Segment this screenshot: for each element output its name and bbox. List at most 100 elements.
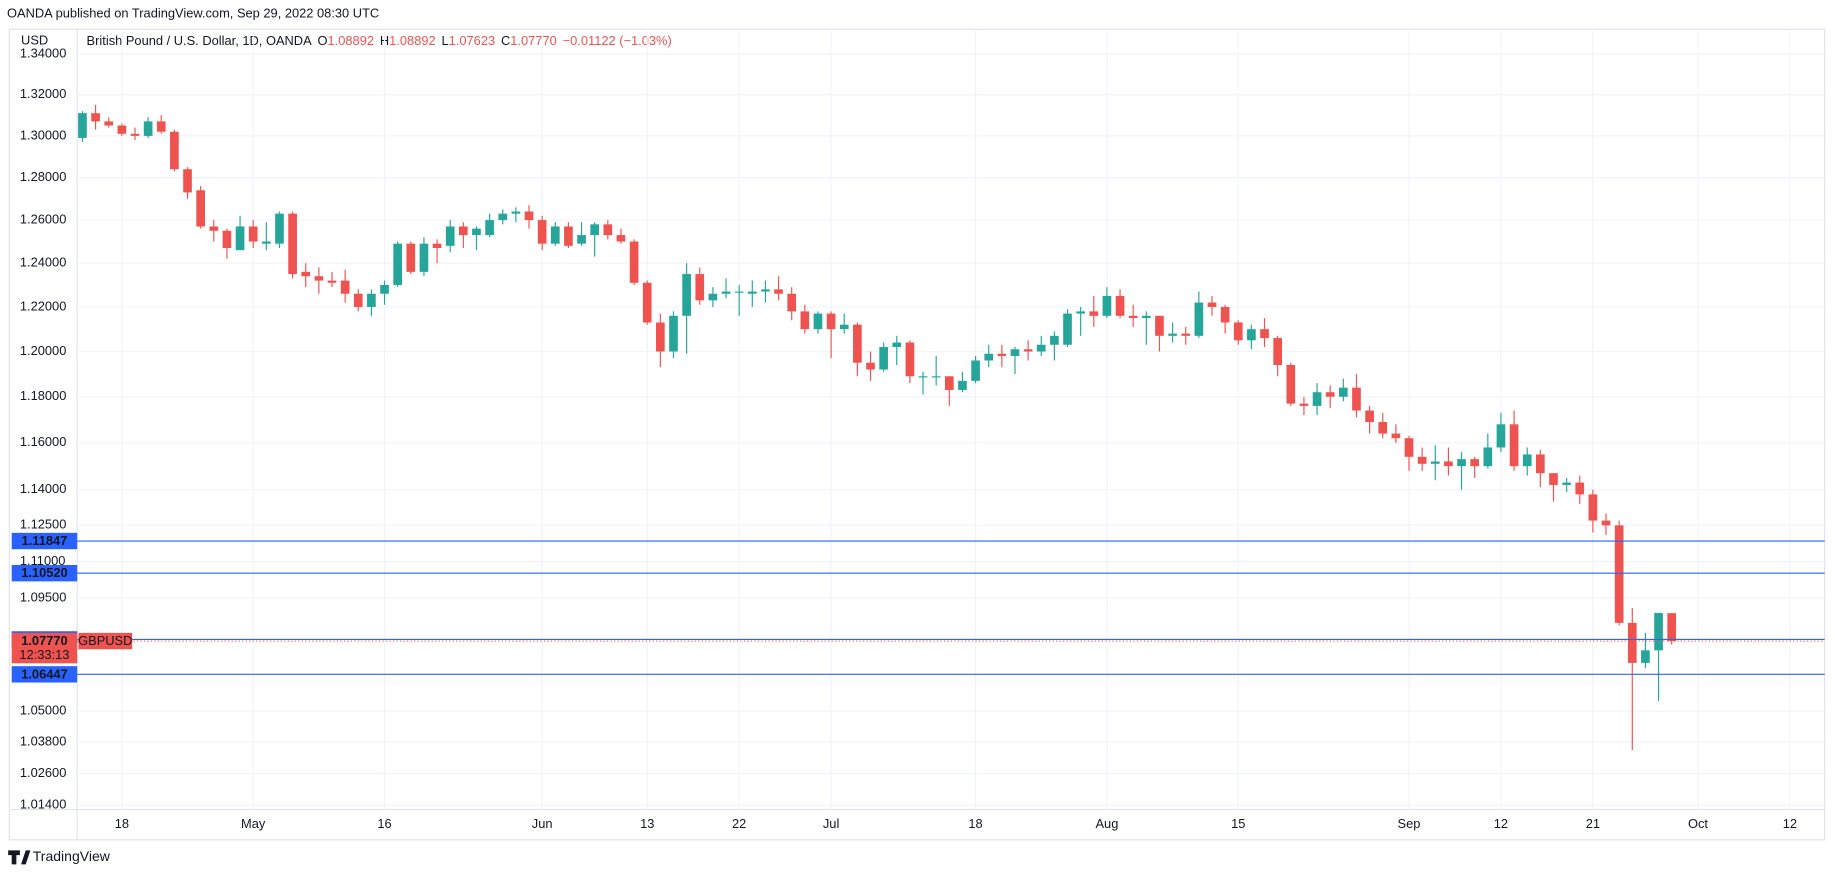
candle-body — [1207, 302, 1217, 307]
candle-body — [209, 226, 219, 231]
candle-body — [1220, 306, 1230, 323]
x-tick-label: 18 — [115, 816, 129, 831]
candle-body — [472, 228, 481, 236]
candle-body — [1233, 322, 1243, 341]
candle-body — [905, 342, 915, 377]
candle-body — [419, 243, 429, 272]
candle-body — [1404, 438, 1414, 457]
x-tick-label: 12 — [1783, 816, 1797, 831]
y-tick-label: 1.05000 — [20, 703, 66, 718]
candle-body — [695, 274, 705, 301]
candle-body — [1050, 335, 1059, 345]
x-tick-label: Sep — [1398, 816, 1421, 831]
x-tick-label: 21 — [1586, 816, 1600, 831]
candle-body — [1457, 459, 1466, 467]
candle-body — [1562, 482, 1571, 485]
candle-body — [314, 276, 324, 281]
candle-body — [682, 274, 691, 316]
x-tick-label: May — [241, 816, 266, 831]
y-tick-label: 1.28000 — [20, 169, 66, 184]
candle-body — [944, 376, 954, 390]
candle-body — [393, 243, 403, 285]
footer-brand: TradingView — [33, 848, 111, 864]
candles — [78, 104, 1677, 750]
candle-body — [1641, 650, 1650, 663]
y-tick-label: 1.32000 — [20, 86, 66, 101]
candle-body — [839, 324, 849, 330]
candle-body — [1339, 387, 1348, 397]
candle-body — [1654, 612, 1663, 651]
candle-body — [787, 293, 797, 312]
candle-body — [708, 293, 718, 301]
candle-body — [1601, 520, 1611, 526]
candle-body — [892, 342, 902, 348]
candle-body — [1128, 315, 1138, 319]
candle-body — [485, 220, 494, 236]
axis-unit: USD — [21, 32, 48, 47]
candle-body — [774, 289, 783, 294]
candle-body — [564, 226, 573, 246]
candle-body — [813, 313, 823, 330]
y-tick-label: 1.26000 — [20, 211, 66, 226]
candle-body — [1588, 494, 1598, 521]
candle-body — [1549, 473, 1558, 485]
price-label-box — [11, 532, 78, 550]
candle-body — [879, 347, 888, 370]
x-tick-label: 12 — [1494, 816, 1508, 831]
candle-body — [577, 235, 586, 244]
candle-body — [367, 293, 376, 307]
candle-body — [327, 280, 337, 283]
candle-body — [156, 121, 166, 132]
candle-body — [222, 230, 232, 248]
y-tick-label: 1.03800 — [20, 734, 66, 749]
candle-body — [1430, 461, 1440, 464]
candle-body — [1194, 302, 1204, 336]
y-tick-label: 1.24000 — [20, 255, 66, 270]
last-price-box — [11, 632, 78, 664]
candle-body — [1141, 315, 1151, 319]
candle-body — [550, 226, 560, 244]
candle-body — [1312, 392, 1322, 406]
candle-body — [196, 190, 205, 227]
x-tick-label: Oct — [1688, 816, 1708, 831]
y-tick-label: 1.20000 — [20, 343, 66, 358]
candle-body — [1365, 410, 1374, 422]
candle-body — [616, 235, 626, 242]
countdown: 12:33:13 — [19, 647, 69, 662]
candle-body — [104, 121, 114, 126]
candle-body — [524, 211, 534, 221]
candle-body — [170, 131, 179, 170]
candle-body — [984, 353, 994, 361]
candle-body — [1023, 349, 1033, 352]
grid — [77, 29, 1825, 810]
candle-body — [91, 113, 100, 122]
x-tick-label: Jul — [823, 816, 839, 831]
candle-body — [1496, 424, 1506, 448]
candle-body — [1155, 315, 1164, 336]
candle-body — [275, 213, 284, 244]
legend: British Pound / U.S. Dollar, 1D, OANDA O1… — [87, 34, 672, 49]
y-tick-label: 1.09500 — [20, 590, 66, 605]
candle-body — [629, 241, 639, 283]
candle-body — [1010, 349, 1020, 356]
legend-key: O — [318, 34, 328, 49]
candle-body — [537, 220, 547, 244]
candle-body — [130, 133, 140, 136]
legend-key: L — [442, 34, 449, 49]
candle-body — [1470, 459, 1480, 467]
legend-key: C — [501, 34, 510, 49]
candle-body — [117, 125, 127, 134]
candle-body — [800, 311, 810, 330]
legend-value: 1.08892 — [328, 34, 374, 49]
candle-body — [656, 322, 665, 352]
candle-body — [1286, 364, 1296, 404]
candle-body — [445, 226, 455, 246]
legend-title: British Pound / U.S. Dollar, 1D, OANDA — [87, 34, 313, 49]
candle-body — [1168, 333, 1177, 336]
candle-body — [1036, 344, 1046, 352]
candle-body — [261, 241, 271, 244]
candle-body — [590, 224, 600, 236]
candle-body — [1299, 403, 1309, 406]
